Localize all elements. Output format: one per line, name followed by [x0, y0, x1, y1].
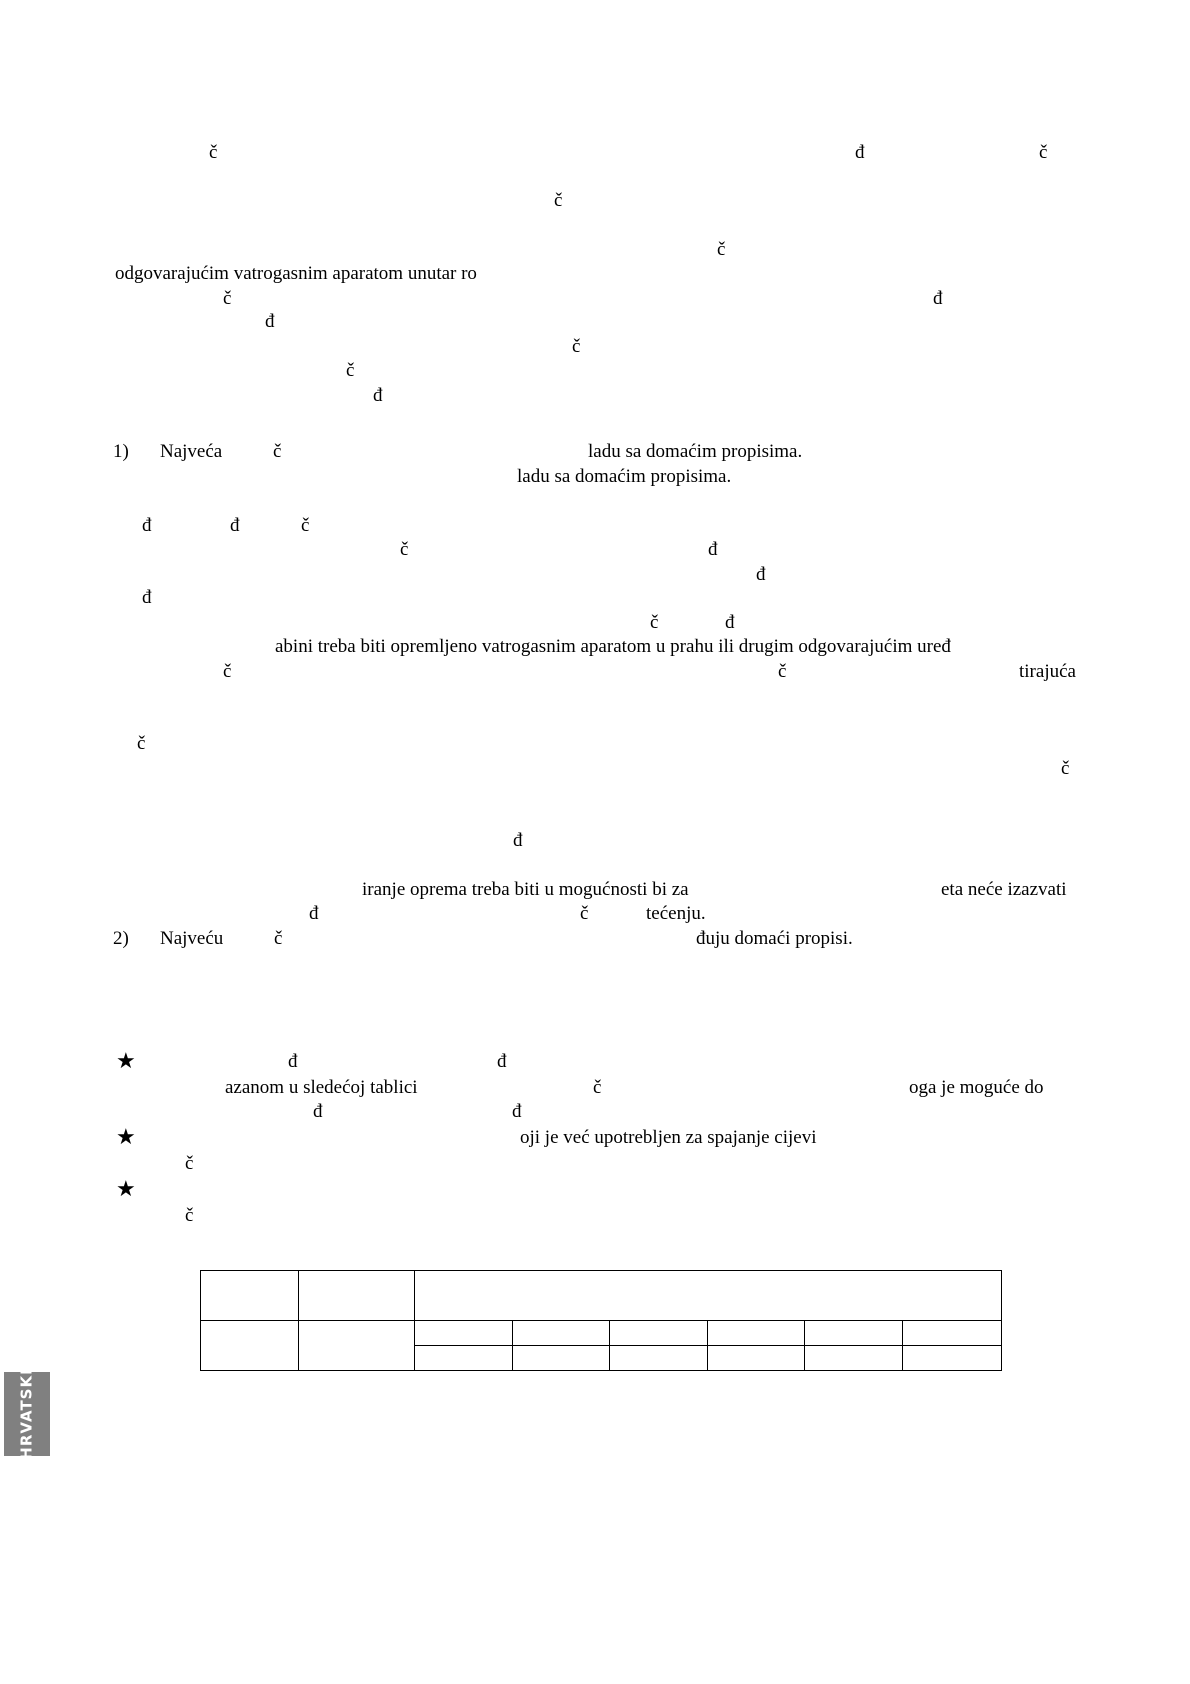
text-fragment: č [400, 539, 409, 560]
list-item-text: Najveću [160, 928, 224, 949]
text-fragment: đ [708, 539, 718, 560]
table-row [201, 1345, 1002, 1371]
text-fragment: č [209, 142, 218, 163]
text-fragment: č [1061, 758, 1070, 779]
list-number: 1) [113, 441, 129, 462]
table-cell [200, 1270, 299, 1321]
text-fragment: abini treba biti opremljeno vatrogasnim … [275, 636, 951, 657]
table-cell [902, 1320, 1002, 1346]
text-fragment: đ [230, 515, 240, 536]
text-fragment: đ [933, 288, 943, 309]
text-fragment: č [137, 733, 146, 754]
text-fragment: č [554, 190, 563, 211]
text-fragment: č [223, 288, 232, 309]
text-fragment: č [1039, 142, 1048, 163]
text-fragment: oga je moguće do [909, 1077, 1044, 1098]
table-cell [511, 1320, 611, 1346]
table-cell [902, 1345, 1002, 1371]
table-cell [707, 1320, 806, 1346]
text-fragment: đuju domaći propisi. [696, 928, 853, 949]
text-fragment: iranje oprema treba biti u mogućnosti bi… [362, 879, 689, 900]
language-side-tab: HRVATSKI [4, 1368, 50, 1460]
table-cell [413, 1320, 513, 1346]
text-fragment: č [273, 441, 282, 462]
table-cell [804, 1320, 904, 1346]
text-fragment: azanom u sledećoj tablici [225, 1077, 418, 1098]
star-icon: ★ [116, 1125, 136, 1150]
text-fragment: tećenju. [646, 903, 706, 924]
text-fragment: oji je već upotrebljen za spajanje cijev… [520, 1127, 817, 1148]
text-fragment: đ [142, 515, 152, 536]
text-fragment: tirajuća [1019, 661, 1076, 682]
text-fragment: đ [309, 903, 319, 924]
table-cell [297, 1320, 415, 1371]
text-fragment: č [650, 612, 659, 633]
text-fragment: đ [756, 564, 766, 585]
text-fragment: č [301, 515, 310, 536]
text-fragment: ladu sa domaćim propisima. [517, 466, 732, 487]
text-fragment: đ [855, 142, 865, 163]
language-label: HRVATSKI [18, 1368, 37, 1460]
text-fragment: đ [497, 1051, 507, 1072]
table-cell [200, 1320, 299, 1371]
text-fragment: đ [313, 1101, 323, 1122]
text-fragment: odgovarajućim vatrogasnim aparatom unuta… [115, 263, 477, 284]
table-header-row [200, 1270, 1003, 1321]
star-icon: ★ [116, 1049, 136, 1074]
text-fragment: đ [373, 385, 383, 406]
text-fragment: đ [725, 612, 735, 633]
text-fragment: č [593, 1077, 602, 1098]
text-fragment: č [778, 661, 787, 682]
text-fragment: č [346, 360, 355, 381]
text-fragment: č [717, 239, 726, 260]
text-fragment: đ [265, 311, 275, 332]
text-fragment: č [580, 903, 589, 924]
text-fragment: đ [512, 1101, 522, 1122]
text-fragment: đ [142, 587, 152, 608]
table-cell [609, 1345, 709, 1371]
list-item-text: Najveća [160, 441, 223, 462]
text-fragment: č [572, 336, 581, 357]
table-cell [297, 1270, 415, 1321]
data-table [200, 1270, 1003, 1371]
text-fragment: đ [288, 1051, 298, 1072]
text-fragment: đ [513, 830, 523, 851]
table-cell [609, 1320, 709, 1346]
text-fragment: ladu sa domaćim propisima. [588, 441, 803, 462]
text-fragment: eta neće izazvati [941, 879, 1067, 900]
text-fragment: č [274, 928, 283, 949]
star-icon: ★ [116, 1177, 136, 1202]
text-fragment: č [185, 1153, 194, 1174]
table-cell [413, 1345, 513, 1371]
table-cell [511, 1345, 611, 1371]
table-cell [804, 1345, 904, 1371]
text-fragment: č [185, 1205, 194, 1226]
table-row [200, 1320, 1002, 1371]
text-fragment: č [223, 661, 232, 682]
list-number: 2) [113, 928, 129, 949]
table-cell [413, 1270, 1003, 1321]
table-cell [707, 1345, 806, 1371]
